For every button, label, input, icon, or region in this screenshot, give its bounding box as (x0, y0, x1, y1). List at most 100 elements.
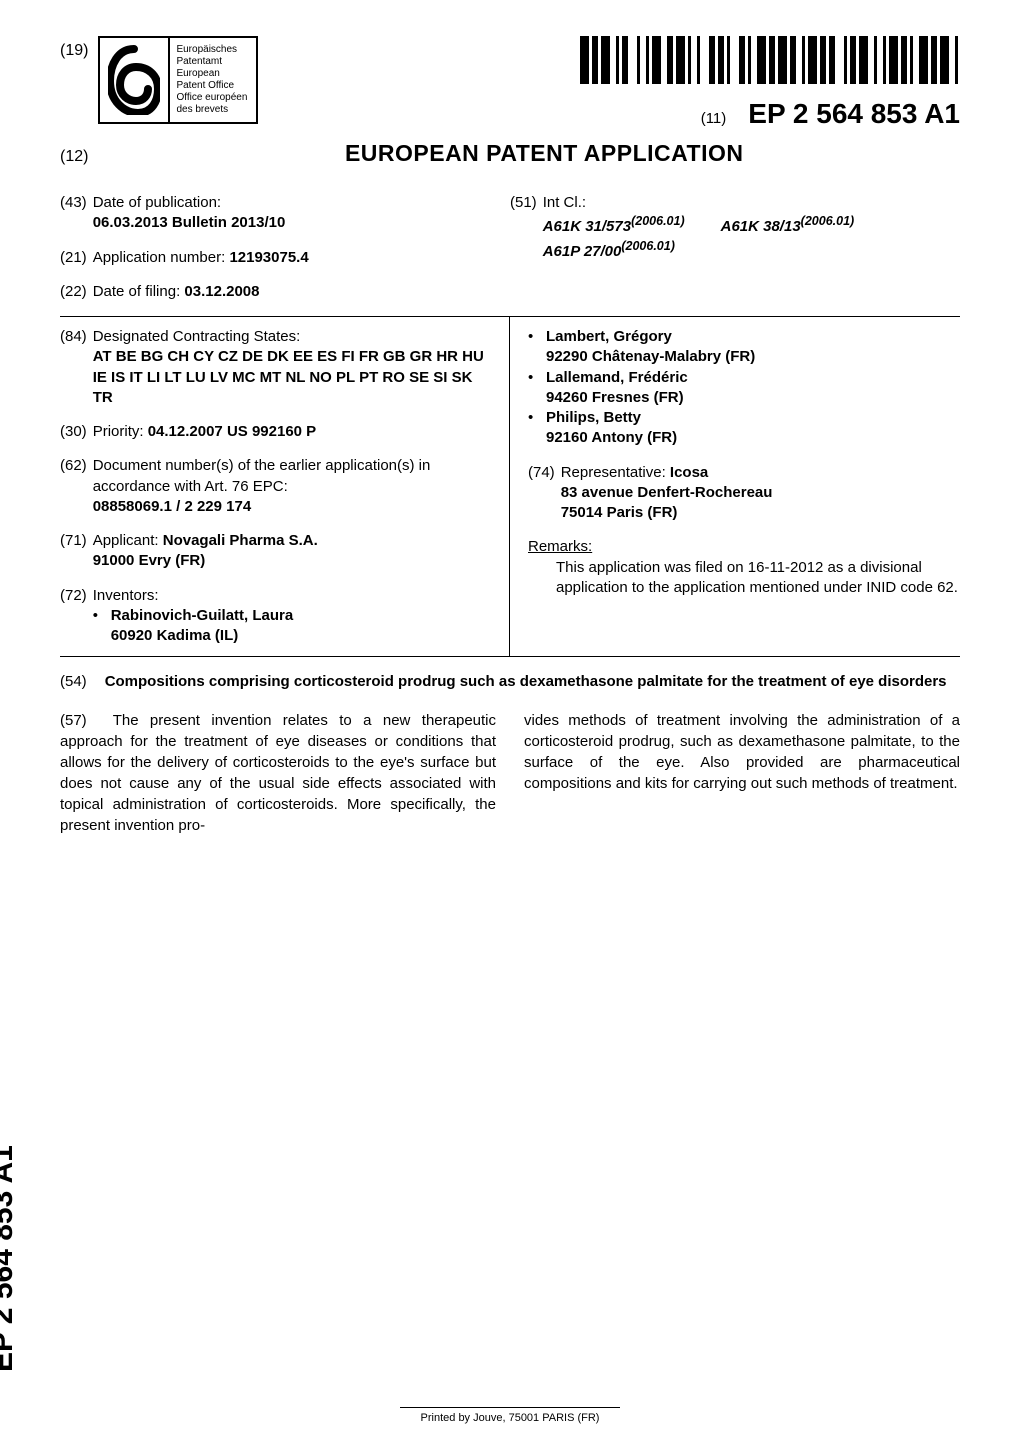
inid-72: (72) (60, 586, 87, 647)
inid-11: (11) (701, 110, 727, 127)
rep-addr2: 75014 Paris (FR) (561, 504, 678, 521)
field-71: (71) Applicant: Novagali Pharma S.A. 910… (60, 531, 491, 572)
f30-label: Priority: (93, 423, 144, 440)
inid-51: (51) (510, 193, 537, 262)
epo-logo: Europäisches Patentamt European Patent O… (98, 36, 258, 124)
field-21: (21) Application number: 12193075.4 (60, 248, 490, 268)
logo-line: Office européen (176, 92, 256, 104)
inventors-continued: •Lambert, Grégory 92290 Châtenay-Malabry… (528, 327, 960, 449)
footer-rule (400, 1407, 620, 1408)
invention-title: Compositions comprising corticosteroid p… (105, 673, 947, 690)
f74-label: Representative: (561, 464, 666, 481)
inventor-name: Lallemand, Frédéric (546, 368, 688, 388)
inid-19: (19) (60, 42, 88, 60)
abstract-text-left: The present invention relates to a new t… (60, 712, 496, 834)
ipc-code: A61K 38/13 (721, 218, 801, 235)
f21-value: 12193075.4 (229, 249, 308, 266)
header-right: (11) EP 2 564 853 A1 (580, 36, 960, 130)
f84-label: Designated Contracting States: (93, 328, 301, 345)
field-62: (62) Document number(s) of the earlier a… (60, 456, 491, 517)
rep-name: Icosa (670, 464, 708, 481)
biblio-right: •Lambert, Grégory 92290 Châtenay-Malabry… (510, 317, 960, 656)
field-43: (43) Date of publication: 06.03.2013 Bul… (60, 193, 490, 234)
f43-value: 06.03.2013 Bulletin 2013/10 (93, 214, 286, 231)
inid-74: (74) (528, 463, 555, 524)
f62-value: 08858069.1 / 2 229 174 (93, 498, 251, 515)
publication-number-row: (11) EP 2 564 853 A1 (580, 98, 960, 130)
header-row: (19) Europäisches Patentamt European Pat… (60, 36, 960, 130)
logo-line: Patent Office (176, 80, 256, 92)
inid-62: (62) (60, 456, 87, 517)
publication-number: EP 2 564 853 A1 (748, 98, 960, 130)
biblio-left: (84) Designated Contracting States: AT B… (60, 317, 510, 656)
epo-logo-mark (100, 38, 170, 122)
inid-84: (84) (60, 327, 87, 408)
ipc-ver: (2006.01) (621, 239, 675, 253)
inid-21: (21) (60, 248, 87, 268)
inid-71: (71) (60, 531, 87, 572)
field-84: (84) Designated Contracting States: AT B… (60, 327, 491, 408)
f21-label: Application number: (93, 249, 226, 266)
spine-pubnum: EP 2 564 853 A1 (0, 1145, 20, 1372)
inid-54: (54) (60, 673, 87, 690)
inventor-name: Philips, Betty (546, 408, 641, 428)
inventor-addr: 92290 Châtenay-Malabry (FR) (546, 347, 755, 367)
swirl-icon (108, 45, 160, 115)
logo-line: des brevets (176, 104, 256, 116)
f62-label: Document number(s) of the earlier applic… (93, 457, 431, 494)
field-54: (54) Compositions comprising corticoster… (60, 673, 960, 690)
applicant-addr: 91000 Evry (FR) (93, 552, 206, 569)
patent-front-page: (19) Europäisches Patentamt European Pat… (0, 0, 1020, 1442)
biblio-two-col: (84) Designated Contracting States: AT B… (60, 316, 960, 657)
inid-12: (12) (60, 148, 88, 166)
f51-label: Int Cl.: (543, 194, 586, 211)
rep-addr1: 83 avenue Denfert-Rochereau (561, 484, 773, 501)
meta-left: (43) Date of publication: 06.03.2013 Bul… (60, 185, 510, 316)
meta-block: (43) Date of publication: 06.03.2013 Bul… (60, 185, 960, 316)
meta-right: (51) Int Cl.: A61K 31/573(2006.01) A61K … (510, 185, 960, 316)
inventor-addr: 92160 Antony (FR) (546, 428, 677, 448)
inid-57: (57) (60, 712, 87, 729)
f22-label: Date of filing: (93, 283, 181, 300)
ipc-ver: (2006.01) (801, 214, 855, 228)
inventor-addr: 60920 Kadima (IL) (111, 626, 239, 646)
abstract-right: vides methods of treatment involving the… (524, 710, 960, 836)
logo-line: Patentamt (176, 56, 256, 68)
f71-label: Applicant: (93, 532, 159, 549)
inid-30: (30) (60, 422, 87, 442)
footer: Printed by Jouve, 75001 PARIS (FR) (0, 1407, 1020, 1424)
abstract-text-right: vides methods of treatment involving the… (524, 712, 960, 792)
doctype-row: (12) EUROPEAN PATENT APPLICATION (60, 140, 960, 167)
footer-text: Printed by Jouve, 75001 PARIS (FR) (421, 1412, 600, 1424)
f30-value: 04.12.2007 US 992160 P (148, 423, 316, 440)
inid-43: (43) (60, 193, 87, 234)
field-51: (51) Int Cl.: A61K 31/573(2006.01) A61K … (510, 193, 960, 262)
logo-line: Europäisches (176, 44, 256, 56)
inventor-addr: 94260 Fresnes (FR) (546, 388, 684, 408)
remarks-head: Remarks: (528, 538, 592, 555)
inventor-name: Lambert, Grégory (546, 327, 672, 347)
ipc-code: A61K 31/573 (543, 218, 631, 235)
field-30: (30) Priority: 04.12.2007 US 992160 P (60, 422, 491, 442)
applicant-name: Novagali Pharma S.A. (163, 532, 318, 549)
ipc-ver: (2006.01) (631, 214, 685, 228)
inventor-name: Rabinovich-Guilatt, Laura (111, 606, 294, 626)
header-left: (19) Europäisches Patentamt European Pat… (60, 36, 258, 124)
logo-line: European (176, 68, 256, 80)
f72-label: Inventors: (93, 587, 159, 604)
epo-logo-text: Europäisches Patentamt European Patent O… (170, 38, 256, 122)
field-22: (22) Date of filing: 03.12.2008 (60, 282, 490, 302)
abstract-left: (57)The present invention relates to a n… (60, 710, 496, 836)
remarks-body: This application was filed on 16-11-2012… (556, 558, 960, 599)
f43-label: Date of publication: (93, 194, 221, 211)
inid-22: (22) (60, 282, 87, 302)
document-type: EUROPEAN PATENT APPLICATION (128, 140, 960, 167)
ipc-code: A61P 27/00 (543, 243, 622, 260)
barcode-icon (580, 36, 960, 84)
abstract: (57)The present invention relates to a n… (60, 710, 960, 836)
field-74: (74) Representative: Icosa 83 avenue Den… (528, 463, 960, 524)
f22-value: 03.12.2008 (184, 283, 259, 300)
remarks: Remarks: This application was filed on 1… (528, 537, 960, 598)
field-72: (72) Inventors: •Rabinovich-Guilatt, Lau… (60, 586, 491, 647)
f84-states: AT BE BG CH CY CZ DE DK EE ES FI FR GB G… (93, 348, 484, 406)
